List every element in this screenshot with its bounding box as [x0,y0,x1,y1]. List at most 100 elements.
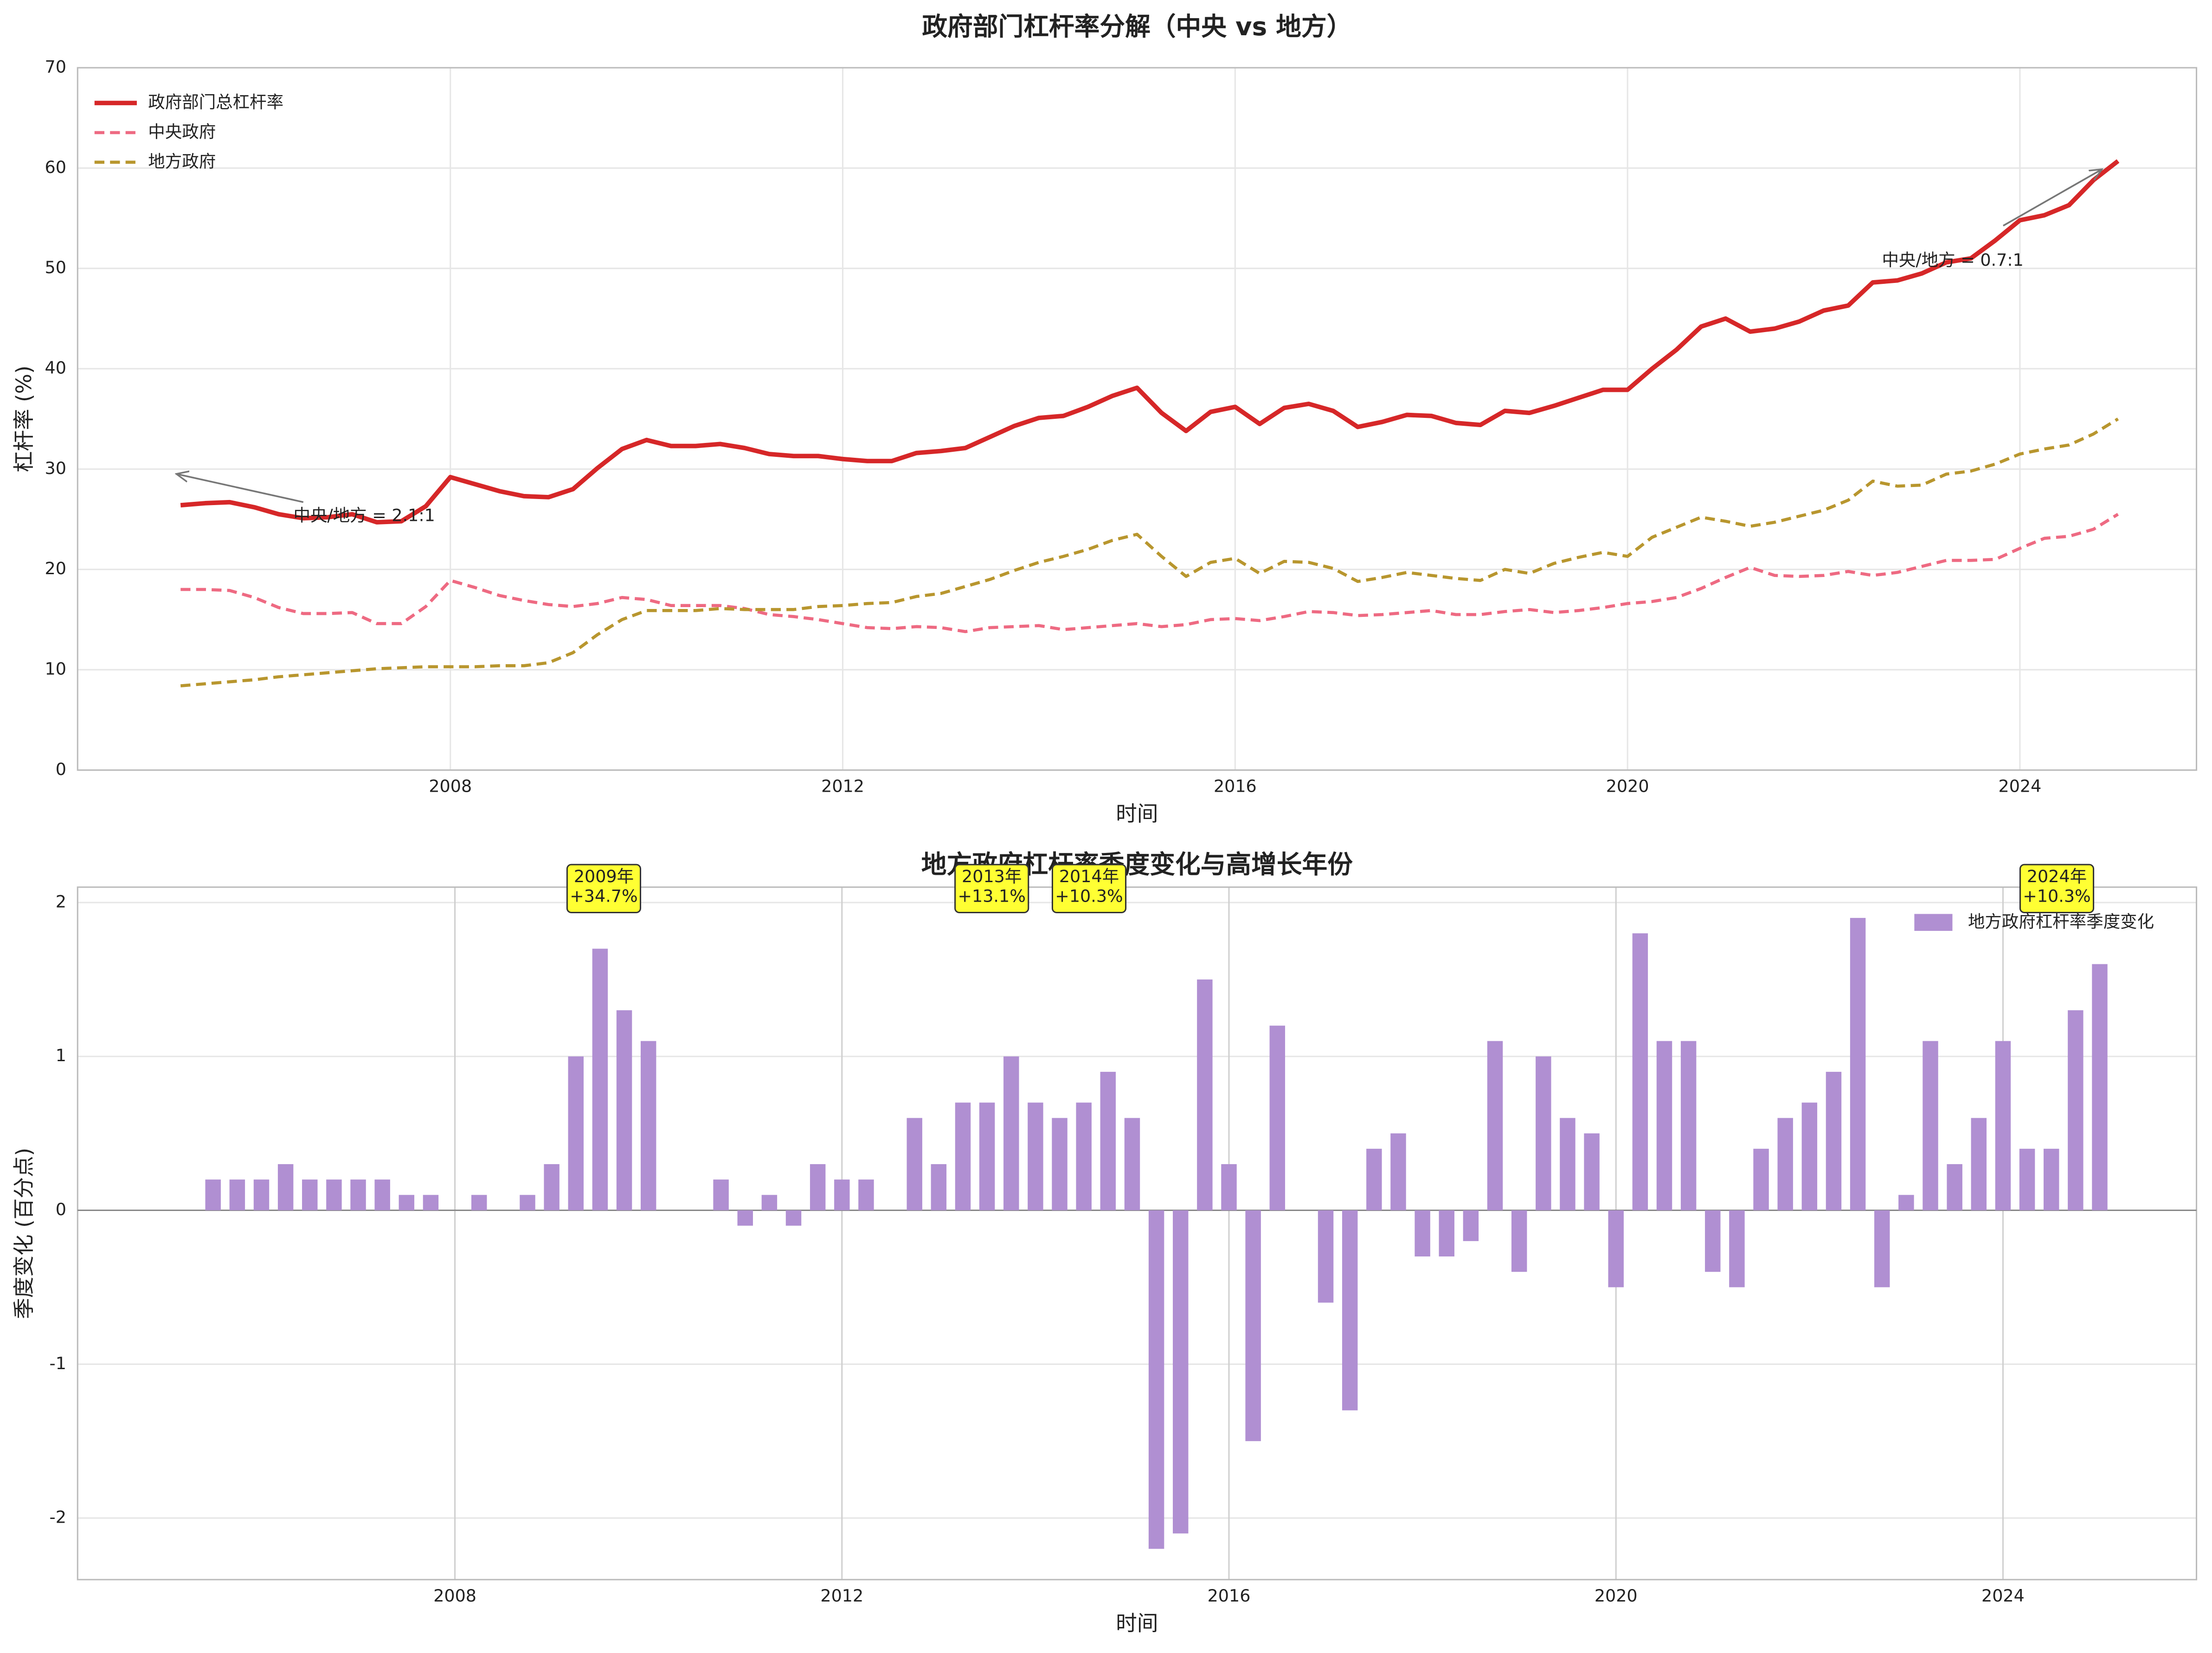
legend-label: 政府部门总杠杆率 [148,92,283,112]
bar [1801,1102,1818,1211]
bar [1148,1210,1164,1549]
bar [1052,1118,1067,1211]
bar [931,1164,947,1211]
bar [1318,1210,1334,1303]
legend-swatch [1914,914,1953,931]
y-tick-label: 30 [45,458,66,478]
x-tick-label: 2020 [1595,1586,1638,1606]
bar [471,1195,487,1211]
callout-box [1051,864,1127,914]
bar [1777,1118,1793,1211]
bar [1898,1195,1914,1211]
bar [1705,1210,1721,1272]
y-tick-label: 60 [45,157,66,177]
callout: 2013年 +13.1% [954,864,1029,914]
bar [568,1056,584,1211]
bar [326,1179,342,1211]
bar [1197,979,1213,1211]
bar [1124,1118,1140,1211]
x-tick-label: 2012 [821,776,864,796]
bar [858,1179,874,1211]
bar [302,1179,318,1211]
bar [955,1102,971,1211]
bar [205,1179,221,1211]
y-tick-label: 2 [56,891,66,911]
bar [785,1210,802,1226]
annotation: 中央/地方 = 0.7:1 [1882,250,2023,270]
bar [1342,1210,1358,1410]
y-tick-label: -1 [50,1353,66,1373]
callout-text: +34.7% [570,886,637,906]
bar [1656,1041,1672,1211]
legend-label: 中央政府 [148,122,216,141]
x-tick-label: 2024 [1999,776,2042,796]
bar [229,1179,245,1211]
bar [2043,1148,2059,1211]
callout-box [954,864,1029,914]
annotations: 中央/地方 = 2.1:1 中央/地方 = 0.7:1 2009年 +34.7%… [176,169,2102,914]
bar [544,1164,559,1211]
bar [1536,1056,1551,1211]
bar [810,1164,826,1211]
bar [1511,1210,1527,1272]
callout: 2009年 +34.7% [566,864,642,914]
x-tick-label: 2016 [1208,1586,1251,1606]
bar [1415,1210,1430,1257]
bar [1753,1148,1769,1211]
bar [1390,1133,1406,1211]
bar [1584,1133,1600,1211]
bar [616,1010,632,1211]
callout-text: +10.3% [1055,886,1123,906]
bar [374,1179,390,1211]
x-tick-label: 2008 [433,1586,476,1606]
legend-label: 地方政府 [148,151,216,171]
bar [713,1179,729,1211]
bar [1971,1118,1987,1211]
y-tick-label: -2 [50,1507,66,1527]
callout-box [2019,864,2095,914]
bar [1076,1102,1092,1211]
bar [1221,1164,1237,1211]
callout-text: +13.1% [958,886,1025,906]
y-tick-label: 0 [56,1199,66,1219]
x-tick-label: 2024 [1981,1586,2025,1606]
y-axis-label: 杠杆率 (%) [12,365,36,472]
bar [1608,1210,1624,1288]
bar [592,948,608,1211]
callout-text: 2009年 [574,866,634,886]
bar [423,1195,439,1211]
y-tick-label: 1 [56,1045,66,1065]
annotation-arrow [2003,169,2102,227]
bar [1995,1041,2011,1211]
x-axis-label: 时间 [1116,801,1158,826]
data-line [180,159,2120,525]
plot-frame [77,67,2198,771]
callout-text: 2014年 [1059,866,1119,886]
bar [1487,1041,1503,1211]
callout-text: 2013年 [962,866,1022,886]
bar [1245,1210,1261,1442]
callout: 2024年 +10.3% [2019,864,2095,914]
bar [907,1118,922,1211]
annotation-arrow [176,474,304,503]
bar [1269,1025,1286,1211]
bar [1028,1102,1043,1211]
y-tick-label: 0 [56,759,66,779]
bar [350,1179,366,1211]
bar [1632,933,1648,1211]
bar [1100,1071,1116,1211]
legend-label: 地方政府杠杆率季度变化 [1968,911,2154,931]
bar [1173,1210,1189,1534]
bar [979,1102,995,1211]
bar [1923,1041,1938,1211]
y-axis-label: 季度变化 (百分点) [12,1148,36,1319]
x-axis-label: 时间 [1116,1611,1158,1636]
bar [2019,1148,2035,1211]
annotation: 中央/地方 = 2.1:1 [293,506,435,525]
callout-text: +10.3% [2023,886,2090,906]
bar [1850,918,1866,1211]
